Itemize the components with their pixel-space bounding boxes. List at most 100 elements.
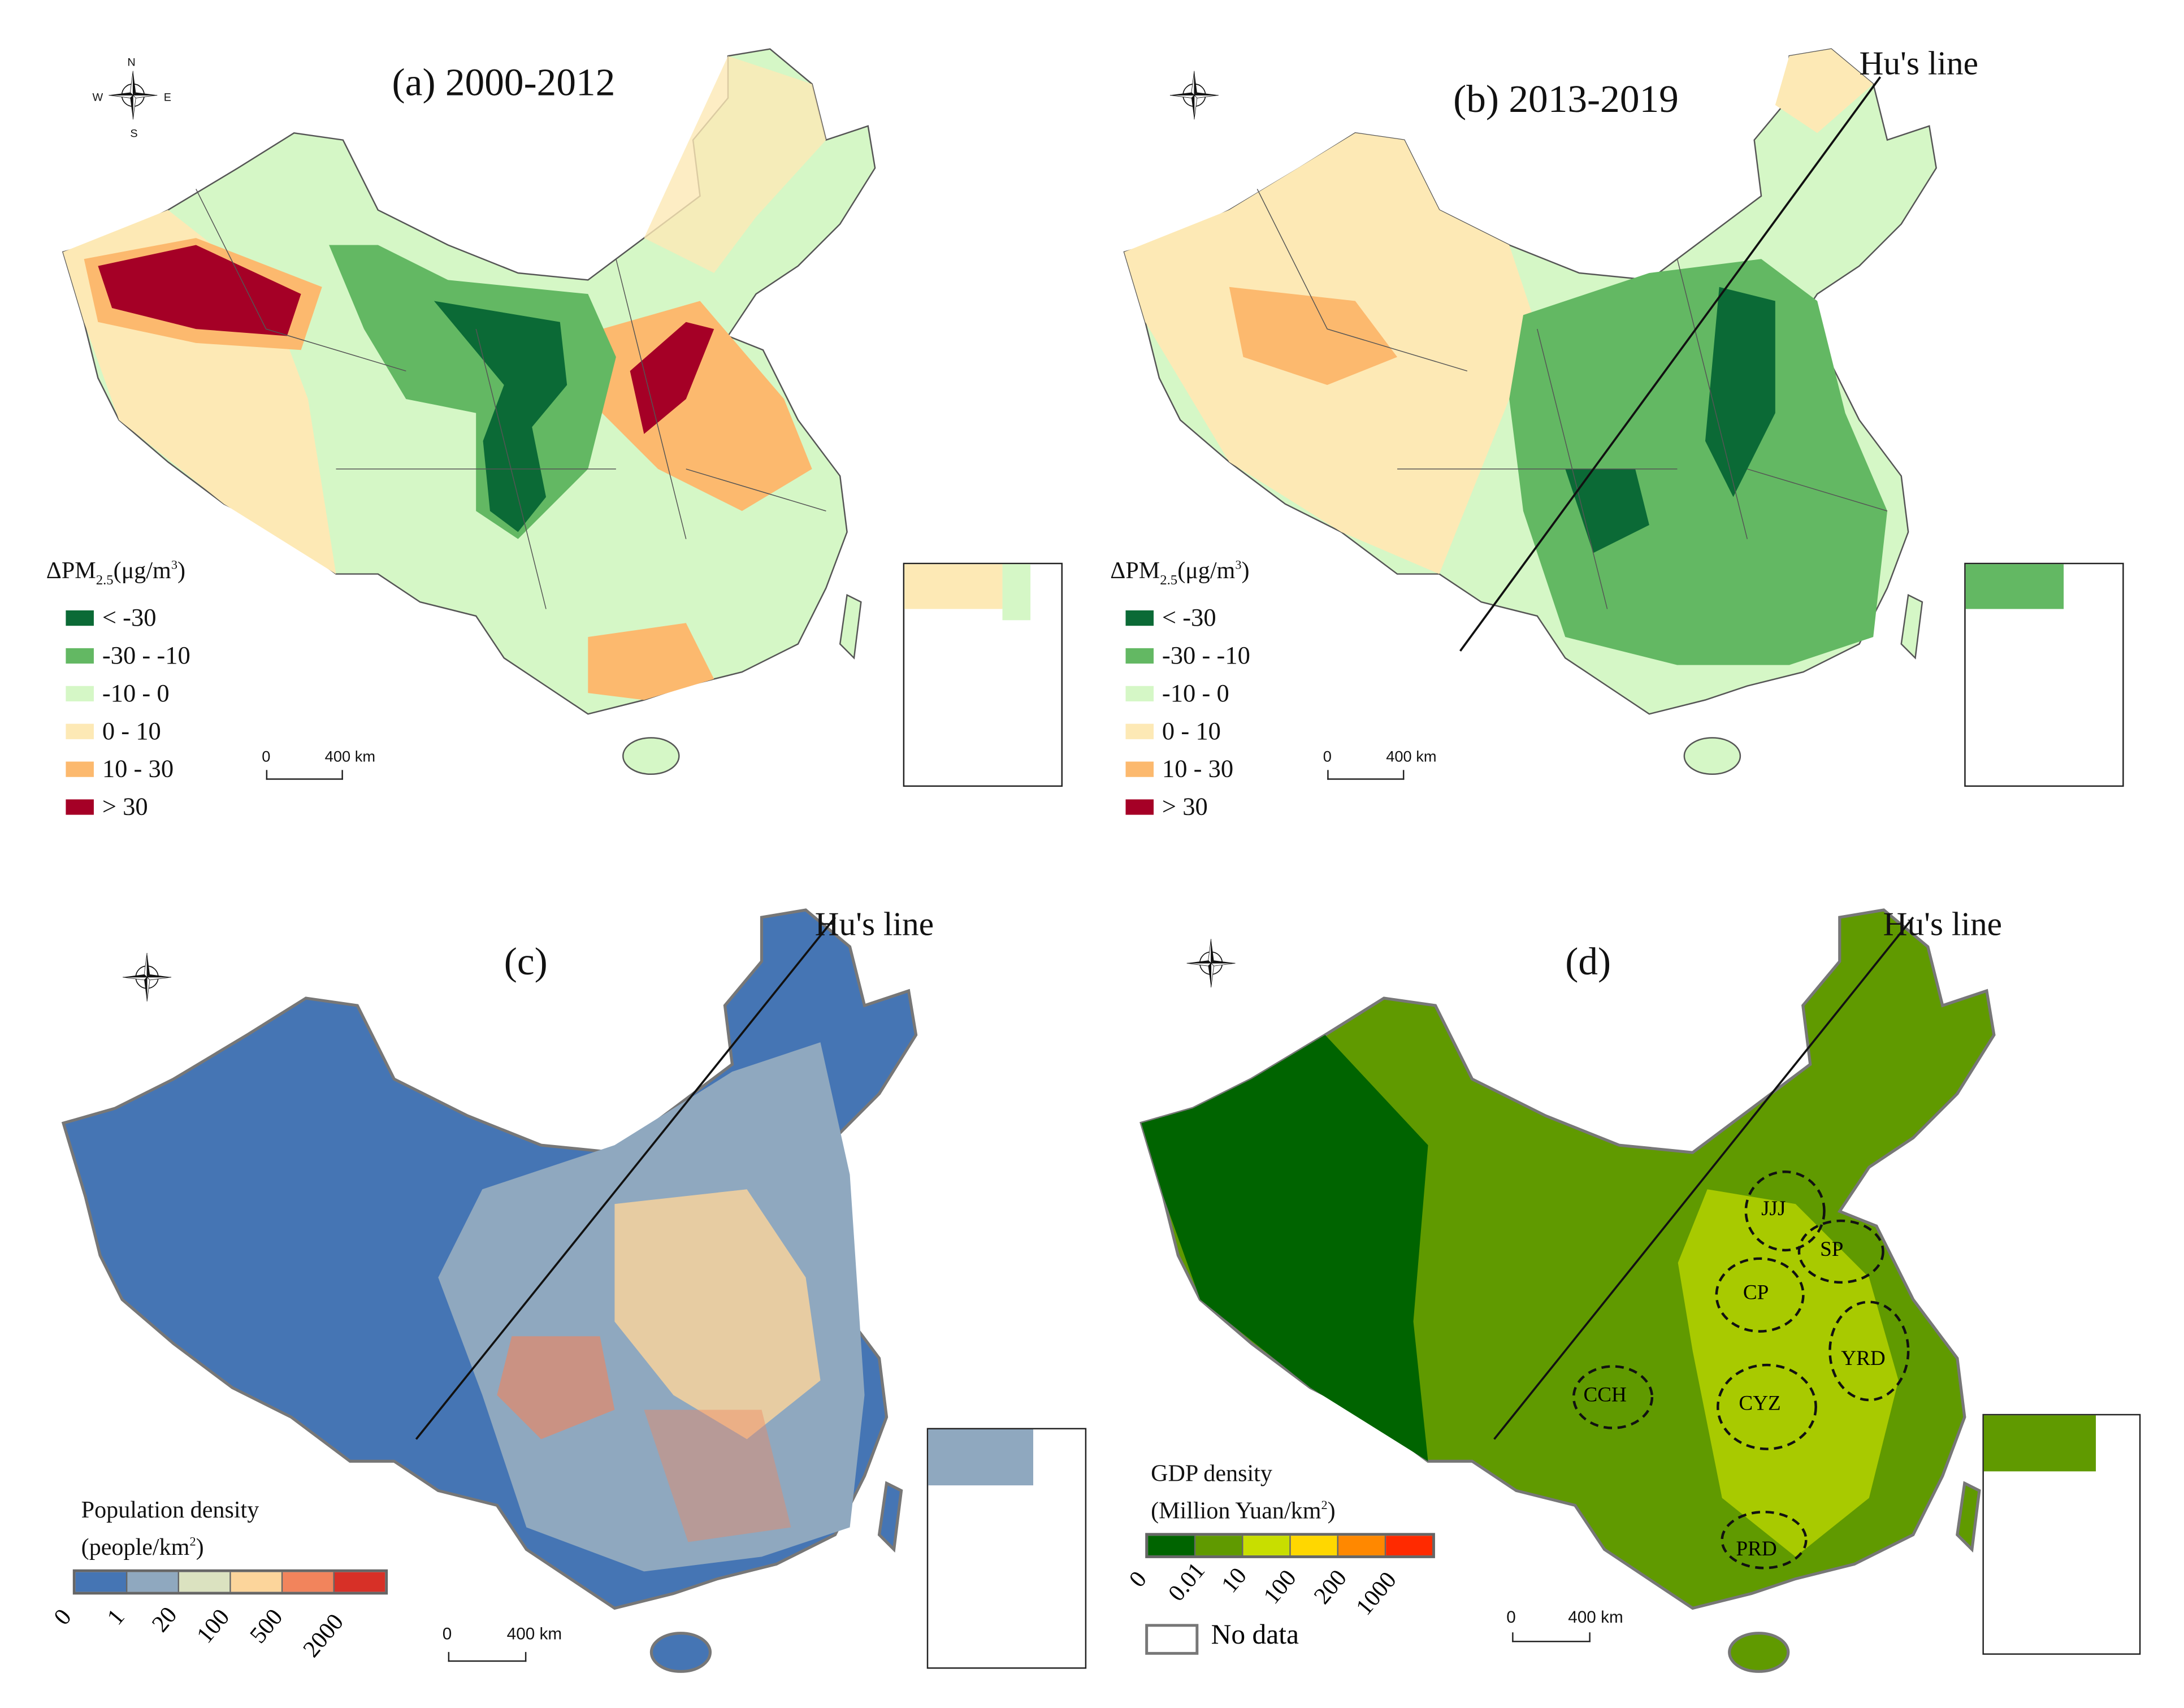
region-circle-sp xyxy=(1797,1219,1884,1284)
legend-item: 0 - 10 xyxy=(66,713,190,751)
compass-w: W xyxy=(92,91,103,104)
gdp-color-bar xyxy=(1145,1533,1435,1558)
pm-legend-title-a: ΔPM2.5(μg/m3) xyxy=(46,557,186,589)
scale-zero-a: 0 xyxy=(262,749,271,766)
legend-item: -10 - 0 xyxy=(1125,675,1250,713)
pop-high-region xyxy=(644,1410,791,1542)
region-0-10 xyxy=(644,56,826,274)
scale-label-c: 400 km xyxy=(506,1624,562,1644)
gdp-lowest-region xyxy=(1141,1035,1428,1462)
pop-swatch xyxy=(75,1572,128,1592)
pop-high-region xyxy=(614,1189,821,1440)
scale-label-b: 400 km xyxy=(1386,749,1437,766)
region-minus30-10 xyxy=(329,245,616,539)
region-lt-30 xyxy=(1565,469,1649,553)
gdp-legend-title: GDP density (Million Yuan/km2) xyxy=(1151,1460,1336,1524)
hu-line-label-c: Hu's line xyxy=(814,907,934,944)
region-label-yrd: YRD xyxy=(1841,1348,1886,1371)
compass-e: E xyxy=(163,91,172,104)
hu-line xyxy=(1493,916,1914,1440)
region-circle-yrd xyxy=(1828,1300,1910,1402)
south-china-sea-inset-c xyxy=(926,1428,1087,1669)
panel-d-title: (d) xyxy=(1565,940,1611,985)
region-label-jjj: JJJ xyxy=(1761,1198,1786,1221)
region-label-cch: CCH xyxy=(1583,1384,1627,1407)
pop-swatch xyxy=(283,1572,335,1592)
pop-swatch xyxy=(127,1572,180,1592)
region-label-cp: CP xyxy=(1743,1282,1769,1305)
hu-line xyxy=(415,916,836,1440)
panel-b-title: (b) 2013-2019 xyxy=(1453,78,1679,122)
pop-swatch xyxy=(231,1572,283,1592)
region-minus30-10 xyxy=(1509,259,1887,665)
pop-swatch xyxy=(179,1572,231,1592)
legend-item: > 30 xyxy=(1125,788,1250,826)
region-circle-prd xyxy=(1721,1510,1808,1570)
compass-s: S xyxy=(130,127,138,140)
map-panel-a xyxy=(62,48,876,775)
pop-legend-title: Population density (people/km2) xyxy=(81,1496,259,1561)
region-0-10 xyxy=(1775,49,1874,133)
panel-a-title: (a) 2000-2012 xyxy=(392,61,616,105)
pop-color-bar xyxy=(72,1569,388,1595)
region-circle-cp xyxy=(1715,1257,1805,1333)
region-10-30 xyxy=(588,623,714,700)
pop-high-region xyxy=(497,1336,615,1440)
scale-bar-d xyxy=(1512,1632,1591,1642)
region-10-30 xyxy=(1229,287,1398,385)
scale-label-d: 400 km xyxy=(1568,1607,1623,1627)
region-label-sp: SP xyxy=(1820,1239,1844,1262)
pm-legend-title-b: ΔPM2.5(μg/m3) xyxy=(1110,557,1250,589)
gdp-mid-region xyxy=(1678,1189,1899,1557)
scale-bar-c xyxy=(448,1651,527,1662)
gdp-swatch xyxy=(1386,1536,1432,1555)
scale-zero-c: 0 xyxy=(442,1624,452,1644)
scale-zero-b: 0 xyxy=(1323,749,1332,766)
pop-swatch xyxy=(335,1572,385,1592)
gdp-swatch xyxy=(1195,1536,1243,1555)
legend-item: 10 - 30 xyxy=(1125,751,1250,788)
region-circle-cyz xyxy=(1717,1363,1817,1450)
south-china-sea-inset-a xyxy=(903,562,1063,787)
no-data-label: No data xyxy=(1211,1619,1299,1651)
legend-item: -30 - -10 xyxy=(1125,637,1250,675)
pm-legend-b: < -30 -30 - -10 -10 - 0 0 - 10 10 - 30 >… xyxy=(1125,599,1250,826)
legend-item: -30 - -10 xyxy=(66,637,190,675)
scale-bar-a xyxy=(266,770,343,780)
legend-item: 0 - 10 xyxy=(1125,713,1250,751)
south-china-sea-inset-d xyxy=(1982,1414,2141,1655)
south-china-sea-inset-b xyxy=(1964,562,2124,787)
legend-item: -10 - 0 xyxy=(66,675,190,713)
region-circle-jjj xyxy=(1744,1171,1826,1252)
region-gt30 xyxy=(98,245,301,336)
panel-c-title: (c) xyxy=(504,940,548,985)
region-lt-30 xyxy=(1705,287,1775,497)
no-data-swatch xyxy=(1145,1624,1199,1655)
region-label-prd: PRD xyxy=(1736,1538,1777,1561)
gdp-swatch xyxy=(1338,1536,1386,1555)
region-lt-30 xyxy=(434,301,567,532)
pm-legend-a: < -30 -30 - -10 -10 - 0 0 - 10 10 - 30 >… xyxy=(66,599,190,826)
hu-line-label-b: Hu's line xyxy=(1859,46,1978,83)
region-gt30 xyxy=(630,322,714,434)
gdp-swatch xyxy=(1243,1536,1291,1555)
region-label-cyz: CYZ xyxy=(1739,1393,1781,1416)
hu-line xyxy=(1459,76,1882,652)
map-panel-c xyxy=(0,868,1106,1708)
legend-item: 10 - 30 xyxy=(66,751,190,788)
legend-item: < -30 xyxy=(66,599,190,637)
region-circle-cch xyxy=(1572,1365,1654,1429)
scale-zero-d: 0 xyxy=(1506,1607,1516,1627)
legend-item: < -30 xyxy=(1125,599,1250,637)
map-panel-d xyxy=(1078,868,2184,1708)
scale-label-a: 400 km xyxy=(324,749,376,766)
hu-line-label-d: Hu's line xyxy=(1883,907,2003,944)
legend-item: > 30 xyxy=(66,788,190,826)
gdp-swatch xyxy=(1148,1536,1196,1555)
compass-n: N xyxy=(127,56,136,69)
scale-bar-b xyxy=(1327,770,1405,780)
map-panel-b xyxy=(1123,48,1937,775)
gdp-swatch xyxy=(1290,1536,1339,1555)
